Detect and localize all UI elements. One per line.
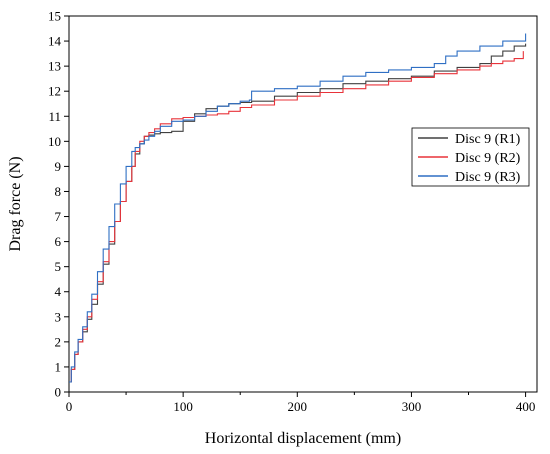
x-axis: 0 100 200 300 400 <box>66 392 536 414</box>
legend-label-2: Disc 9 (R2) <box>455 151 521 166</box>
legend: Disc 9 (R1) Disc 9 (R2) Disc 9 (R3) <box>411 127 530 187</box>
x-axis-title: Horizontal displacement (mm) <box>205 430 401 447</box>
series-layer <box>69 33 527 383</box>
x-tick-label: 0 <box>66 399 73 414</box>
series-line-2 <box>69 51 524 383</box>
y-tick-label: 0 <box>55 385 62 400</box>
y-tick-label: 3 <box>55 309 62 324</box>
y-tick-label: 6 <box>55 234 62 249</box>
legend-label-1: Disc 9 (R1) <box>455 132 521 147</box>
y-tick-label: 7 <box>55 209 62 224</box>
y-tick-label: 10 <box>48 134 61 149</box>
y-tick-label: 12 <box>48 84 61 99</box>
y-tick-label: 2 <box>55 334 62 349</box>
legend-label-3: Disc 9 (R3) <box>455 170 521 185</box>
plot-frame <box>68 15 538 393</box>
x-tick-label: 100 <box>173 399 193 414</box>
x-tick-label: 300 <box>402 399 422 414</box>
y-tick-label: 9 <box>55 159 62 174</box>
y-tick-label: 8 <box>55 184 62 199</box>
y-tick-label: 13 <box>48 59 61 74</box>
y-tick-label: 11 <box>48 109 61 124</box>
x-tick-label: 400 <box>516 399 536 414</box>
y-tick-label: 5 <box>55 259 62 274</box>
series-line-1 <box>69 43 527 383</box>
y-axis-title: Drag force (N) <box>7 156 24 251</box>
y-tick-label: 4 <box>55 284 62 299</box>
y-tick-label: 14 <box>48 34 62 49</box>
y-tick-label: 1 <box>55 359 62 374</box>
series-line-3 <box>69 33 527 383</box>
y-tick-label: 15 <box>48 9 61 24</box>
x-tick-label: 200 <box>288 399 308 414</box>
